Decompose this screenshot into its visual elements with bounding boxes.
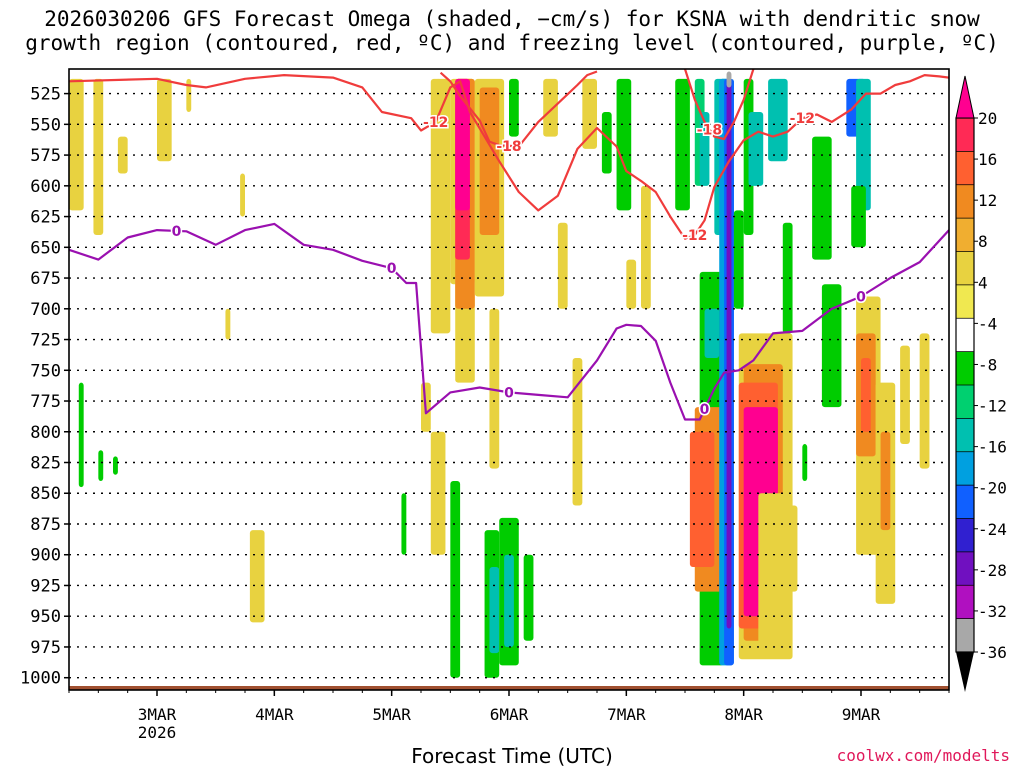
colorbar-top-arrow	[955, 75, 975, 119]
colorbar-segment-13	[956, 551, 974, 586]
colorbar-segment-9	[956, 418, 974, 453]
colorbar: 20 16 12 8 4 -4 -8 -12 -16 -20 -24 -28 -32 -36	[955, 75, 1007, 692]
colorbar-segment-7	[956, 351, 974, 386]
colorbar-segment-4	[956, 251, 974, 286]
freezing-level-contour-label-4: 0	[856, 289, 866, 305]
y-tick-label-525: 525	[30, 85, 61, 105]
colorbar-segment-5	[956, 284, 974, 319]
x-tick-label-9MAR: 9MAR	[842, 705, 881, 724]
y-tick-label-550: 550	[30, 115, 61, 135]
y-tick-label-775: 775	[30, 392, 61, 412]
colorbar-segment-8	[956, 385, 974, 419]
y-tick-label-825: 825	[30, 454, 61, 474]
freezing-level-contour-label-0: 0	[172, 224, 182, 240]
freezing-level-contour-label-3: 0	[700, 402, 710, 418]
chart-title-line-1: 2026030206 GFS Forecast Omega (shaded, −…	[44, 7, 980, 31]
x-tick-label-6MAR: 6MAR	[490, 705, 529, 724]
x-tick-label-3MAR: 3MAR	[138, 705, 177, 724]
x-tick-sublabel-3MAR: 2026	[138, 723, 177, 742]
y-tick-label-800: 800	[30, 423, 61, 443]
colorbar-segment-2	[956, 184, 974, 219]
y-tick-label-575: 575	[30, 146, 61, 166]
pressure-gridlines	[69, 92, 949, 679]
dgz-contour-2	[683, 69, 755, 141]
colorbar-segment-12	[956, 518, 974, 553]
colorbar-tick-label-7: -12	[978, 397, 1007, 416]
dgz-contour-0-label-0: -12	[423, 115, 448, 131]
colorbar-segment-10	[956, 451, 974, 486]
colorbar-tick-label-2: 12	[978, 191, 997, 210]
colorbar-segment-3	[956, 218, 974, 252]
dgz-contour-0-label-1: -12	[682, 228, 707, 244]
y-tick-label-875: 875	[30, 515, 61, 535]
x-tick-label-4MAR: 4MAR	[255, 705, 294, 724]
y-tick-label-700: 700	[30, 300, 61, 320]
y-tick-label-900: 900	[30, 546, 61, 566]
colorbar-tick-label-6: -8	[978, 355, 997, 374]
y-tick-label-975: 975	[30, 638, 61, 658]
colorbar-segment-15	[956, 618, 974, 653]
freezing-level-contour	[69, 222, 949, 421]
dgz-contour-0	[69, 73, 949, 240]
x-tick-label-8MAR: 8MAR	[724, 705, 763, 724]
dgz-contour-1-label-0: -18	[496, 139, 521, 155]
colorbar-segment-0	[956, 118, 974, 152]
axes: 525 550 575 600 625 650 675 700 725 750 775 800 825 8…	[20, 68, 950, 742]
colorbar-segment-6	[956, 318, 974, 353]
y-tick-label-625: 625	[30, 208, 61, 228]
colorbar-tick-label-5: -4	[978, 314, 997, 333]
surface-band	[69, 686, 949, 690]
y-tick-label-925: 925	[30, 576, 61, 596]
colorbar-tick-label-10: -24	[978, 520, 1007, 539]
y-tick-label-950: 950	[30, 607, 61, 627]
y-tick-label-850: 850	[30, 484, 61, 504]
dgz-contour-2-label-0: -18	[697, 122, 722, 138]
y-tick-label-650: 650	[30, 238, 61, 258]
colorbar-tick-label-1: 16	[978, 150, 997, 169]
colorbar-tick-label-4: 4	[978, 273, 988, 292]
x-axis-title: Forecast Time (UTC)	[411, 744, 613, 768]
dgz-contour-1	[439, 70, 598, 148]
colorbar-tick-label-13: -36	[978, 643, 1007, 662]
colorbar-tick-label-8: -16	[978, 438, 1007, 457]
colorbar-segment-11	[956, 485, 974, 519]
y-tick-label-600: 600	[30, 177, 61, 197]
chart-title-line-2: growth region (contoured, red, ºC) and f…	[25, 31, 999, 55]
omega-shading	[69, 71, 949, 690]
y-tick-label-725: 725	[30, 331, 61, 351]
dgz-contour-0-label-2: -12	[790, 111, 815, 127]
contour-layer: -12 -12 -12 -18 -18 0 0 0 0 0	[69, 69, 949, 421]
colorbar-tick-label-0: 20	[978, 109, 997, 128]
colorbar-segment-1	[956, 151, 974, 186]
colorbar-bottom-arrow	[956, 652, 974, 692]
colorbar-tick-label-12: -32	[978, 602, 1007, 621]
freezing-level-contour-label-2: 0	[504, 385, 514, 401]
x-tick-label-7MAR: 7MAR	[607, 705, 646, 724]
credit-link[interactable]: coolwx.com/modelts	[836, 746, 1010, 765]
x-tick-label-5MAR: 5MAR	[372, 705, 411, 724]
freezing-level-contour-label-1: 0	[387, 261, 397, 277]
y-tick-label-1000: 1000	[20, 669, 61, 689]
y-tick-label-675: 675	[30, 269, 61, 289]
y-tick-label-750: 750	[30, 361, 61, 381]
colorbar-tick-label-11: -28	[978, 561, 1007, 580]
colorbar-tick-label-9: -20	[978, 479, 1007, 498]
colorbar-segment-14	[956, 585, 974, 620]
colorbar-tick-label-3: 8	[978, 232, 988, 251]
